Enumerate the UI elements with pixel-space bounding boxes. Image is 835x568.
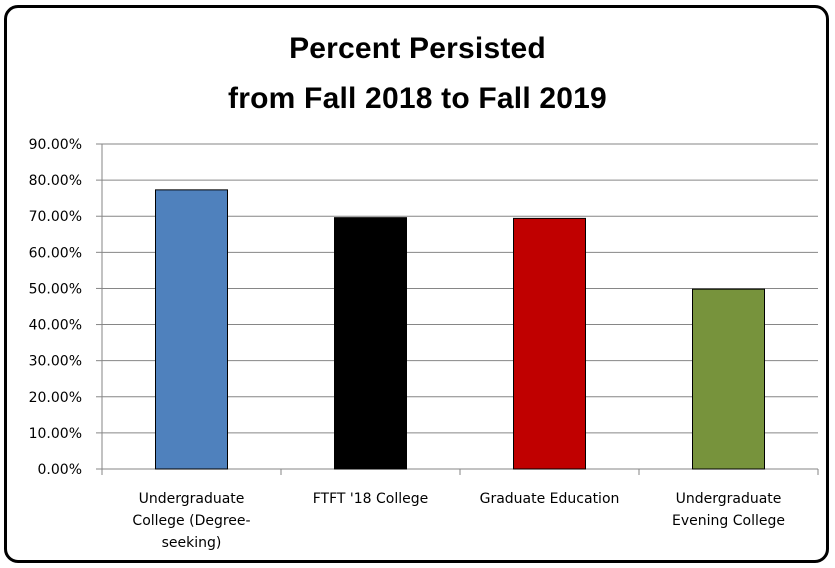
y-tick-label: 70.00% — [29, 209, 82, 225]
y-tick-label: 60.00% — [29, 245, 82, 261]
x-tick-label: FTFT '18 College — [313, 491, 429, 507]
y-tick-label: 50.00% — [29, 281, 82, 297]
bar — [692, 288, 765, 470]
chart-title-line-1: Percent Persisted — [289, 32, 546, 65]
x-tick-label: College (Degree- — [132, 513, 250, 529]
y-tick-label: 0.00% — [38, 462, 82, 478]
y-tick-label: 10.00% — [29, 426, 82, 442]
y-tick-label: 40.00% — [29, 318, 82, 334]
y-tick-label: 80.00% — [29, 173, 82, 189]
chart-title-line-2: from Fall 2018 to Fall 2019 — [228, 82, 607, 115]
bar — [513, 217, 586, 470]
chart-frame — [4, 5, 829, 563]
bar — [334, 217, 407, 470]
x-tick-label: seeking) — [162, 535, 222, 551]
x-tick-label: Graduate Education — [480, 491, 620, 507]
y-tick-label: 30.00% — [29, 354, 82, 370]
y-tick-label: 90.00% — [29, 137, 82, 153]
x-tick-label: Undergraduate — [676, 491, 782, 507]
x-tick-label: Undergraduate — [139, 491, 245, 507]
y-tick-label: 20.00% — [29, 390, 82, 406]
bar — [155, 189, 228, 470]
x-tick-label: Evening College — [672, 513, 785, 529]
